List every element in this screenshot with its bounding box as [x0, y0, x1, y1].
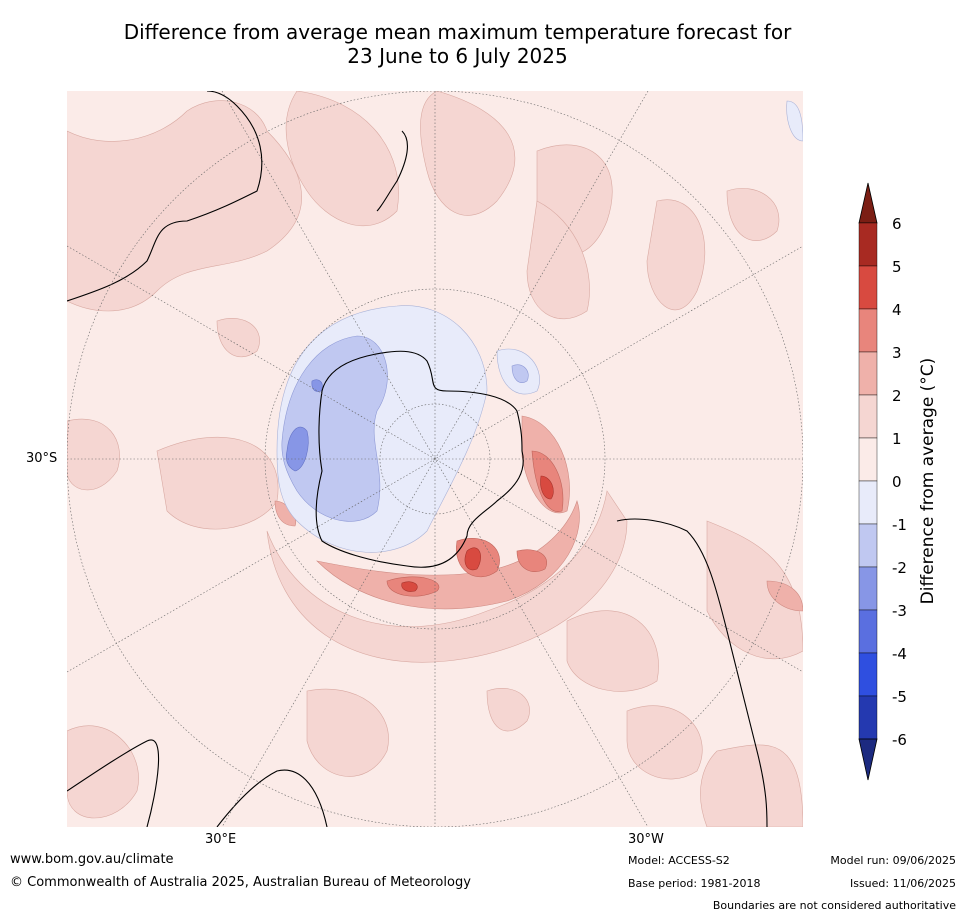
tick-3: 3 — [892, 344, 902, 362]
tick-m2: -2 — [892, 559, 907, 577]
boundaries-disclaimer: Boundaries are not considered authoritat… — [712, 899, 956, 912]
tick-m3: -3 — [892, 602, 907, 620]
colorbar-extend-bottom — [858, 738, 878, 781]
tick-1: 1 — [892, 430, 902, 448]
south-america-coastline — [616, 518, 768, 827]
chart-title: Difference from average mean maximum tem… — [60, 20, 855, 68]
lat-label-30s: 30°S — [26, 451, 58, 466]
lon-label-30w: 30°W — [628, 832, 664, 847]
colorbar-extend-top — [858, 182, 878, 224]
title-line-1: Difference from average mean maximum tem… — [123, 20, 792, 44]
australia-coastline — [67, 91, 263, 302]
tick-2: 2 — [892, 387, 902, 405]
graticule — [67, 91, 803, 827]
colorbar-label: Difference from average (°C) — [918, 358, 938, 605]
anomaly-m3-m2-region — [285, 426, 309, 472]
colorbar: 6 5 4 3 2 1 0 -1 -2 -3 -4 -5 -6 Differen… — [858, 182, 938, 781]
lat-circle-mid — [264, 288, 606, 630]
tick-m6: -6 — [892, 731, 907, 749]
lon-label-30e: 30°E — [205, 832, 237, 847]
tick-m1: -1 — [892, 516, 907, 534]
model-name: Model: ACCESS-S2 — [628, 854, 730, 867]
anomaly-ring-1-2 — [266, 490, 628, 663]
new-zealand-coastline — [376, 130, 408, 212]
antarctica-coastline — [315, 350, 524, 568]
issued-date: Issued: 11/06/2025 — [849, 877, 956, 890]
anomaly-m2-m1-region — [281, 335, 388, 522]
southern-africa-coastline — [216, 769, 328, 827]
model-run-date: Model run: 09/06/2025 — [830, 854, 956, 867]
anomaly-m1-0-ne — [786, 100, 803, 142]
copyright-notice: © Commonwealth of Australia 2025, Austra… — [10, 875, 471, 890]
africa-coastline — [67, 739, 160, 827]
anomaly-m2-m1-small — [511, 364, 529, 383]
polar-temperature-map — [67, 91, 803, 827]
colorbar-tick-labels: 6 5 4 3 2 1 0 -1 -2 -3 -4 -5 -6 — [892, 215, 907, 749]
base-period: Base period: 1981-2018 — [628, 877, 761, 890]
anomaly-4-5-regions — [401, 475, 554, 592]
tick-m4: -4 — [892, 645, 907, 663]
title-line-2: 23 June to 6 July 2025 — [347, 44, 568, 68]
website-link[interactable]: www.bom.gov.au/climate — [10, 852, 174, 867]
tick-6: 6 — [892, 215, 902, 233]
tick-5: 5 — [892, 258, 902, 276]
colorbar-segments — [858, 222, 878, 740]
anomaly-1-2-regions — [67, 91, 803, 827]
coastlines — [67, 91, 768, 827]
tick-4: 4 — [892, 301, 902, 319]
tick-0: 0 — [892, 473, 902, 491]
anomaly-m3-m2-small — [311, 379, 323, 392]
tick-m5: -5 — [892, 688, 907, 706]
